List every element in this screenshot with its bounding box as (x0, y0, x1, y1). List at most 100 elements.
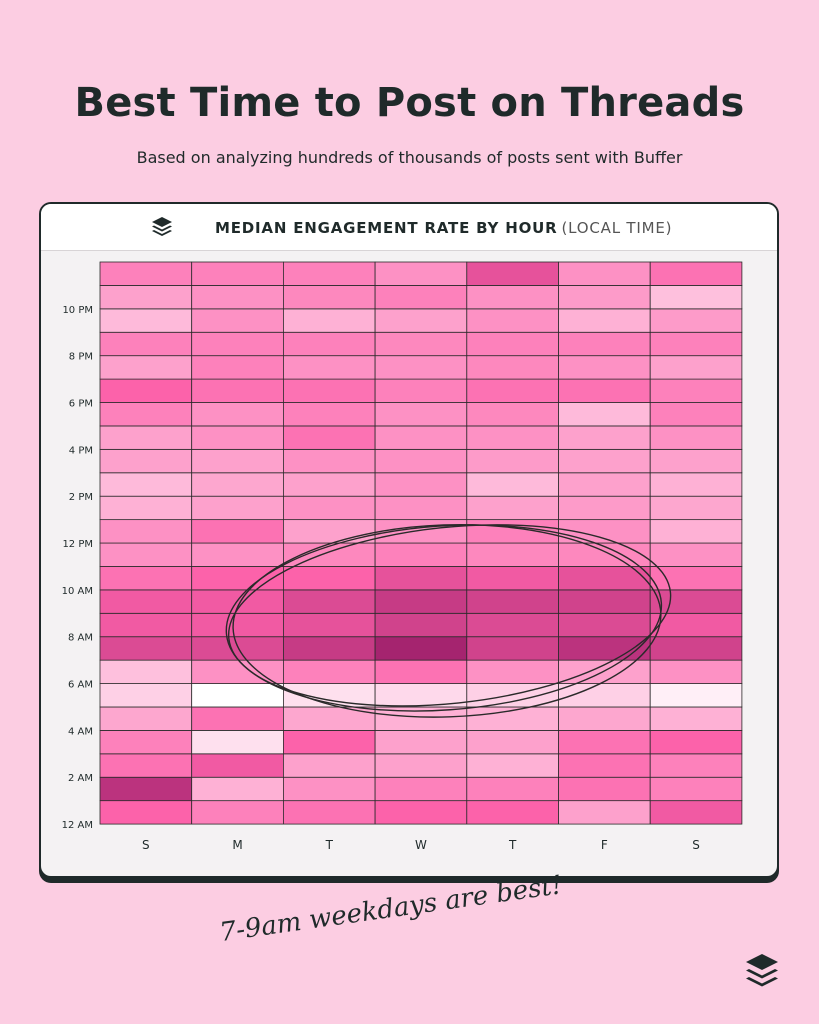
heatmap-cell (374, 402, 468, 427)
heatmap-cell (191, 355, 284, 380)
heatmap-cell (282, 612, 376, 638)
heatmap-cell (282, 472, 376, 497)
heatmap-cell (649, 589, 743, 614)
heatmap-cell (649, 448, 743, 474)
heatmap-cell (99, 683, 193, 708)
heatmap-cell (191, 636, 284, 661)
heatmap-cell (466, 425, 559, 450)
y-tick-label: 8 AM (68, 633, 93, 644)
heatmap-cell (558, 285, 651, 310)
heatmap-cell (466, 285, 559, 310)
heatmap-cell (191, 495, 284, 521)
heatmap-cell (282, 706, 376, 731)
heatmap-cell (649, 683, 743, 708)
heatmap-cell (558, 612, 651, 638)
heatmap-cell (649, 355, 743, 380)
y-tick-label: 2 PM (69, 492, 93, 503)
heatmap-cell (99, 659, 193, 684)
chart-title-sub: (LOCAL TIME) (561, 219, 673, 237)
heatmap-cell (191, 730, 284, 755)
heatmap-cell (99, 378, 193, 403)
heatmap-cell (99, 776, 193, 802)
x-tick-label: S (692, 838, 700, 852)
heatmap-cell (649, 378, 743, 403)
heatmap-cell (649, 659, 743, 684)
heatmap-cell (282, 402, 376, 427)
heatmap-cell (282, 495, 376, 521)
heatmap-cell (374, 355, 468, 380)
heatmap-cell (374, 566, 468, 591)
heatmap-cell (558, 636, 651, 661)
heatmap-cell (282, 355, 376, 380)
heatmap-cell (374, 285, 468, 310)
heatmap-cell (191, 612, 284, 638)
heatmap-cell (99, 425, 193, 450)
heatmap-cell (649, 308, 743, 333)
heatmap-cell (466, 402, 559, 427)
heatmap-cell (374, 308, 468, 333)
heatmap-cell (99, 519, 193, 544)
heatmap-cell (558, 472, 651, 497)
y-tick-label: 6 AM (68, 680, 93, 691)
x-tick-label: T (508, 838, 517, 852)
heatmap-cell (99, 566, 193, 591)
heatmap-cell (191, 472, 284, 497)
heatmap-cell (649, 519, 743, 544)
heatmap-cell (466, 612, 559, 638)
y-tick-label: 10 AM (62, 586, 93, 597)
heatmap-cell (649, 730, 743, 755)
heatmap-cell (191, 753, 284, 778)
heatmap-cell (374, 495, 468, 521)
heatmap-cell (99, 472, 193, 497)
heatmap-cell (374, 472, 468, 497)
heatmap-cell (466, 261, 559, 286)
heatmap-cell (191, 683, 284, 708)
heatmap-cell (191, 331, 284, 357)
buffer-logo-icon (744, 952, 780, 996)
heatmap-cell (558, 448, 651, 474)
heatmap-cell (99, 753, 193, 778)
heatmap-cell (466, 448, 559, 474)
highlight-circle (225, 524, 663, 712)
heatmap-cell (191, 378, 284, 403)
heatmap-cell (466, 659, 559, 684)
heatmap-cell (191, 566, 284, 591)
heatmap-cell (466, 589, 559, 614)
x-tick-label: F (601, 838, 608, 852)
heatmap-cell (191, 308, 284, 333)
heatmap-cell (466, 800, 559, 825)
heatmap-cell (466, 730, 559, 755)
heatmap-cell (374, 261, 468, 286)
heatmap-cell (649, 566, 743, 591)
chart-title: MEDIAN ENGAGEMENT RATE BY HOUR (LOCAL TIM… (215, 219, 672, 237)
heatmap-cell (191, 261, 284, 286)
heatmap-cell (99, 612, 193, 638)
heatmap-cell (558, 308, 651, 333)
heatmap-cell (374, 542, 468, 567)
x-tick-label: T (325, 838, 334, 852)
heatmap-cell (99, 261, 193, 286)
heatmap-cell (649, 542, 743, 567)
page-subtitle: Based on analyzing hundreds of thousands… (136, 148, 683, 167)
heatmap-cell (374, 589, 468, 614)
x-tick-label: S (142, 838, 150, 852)
heatmap-cell (99, 800, 193, 825)
y-tick-label: 4 PM (69, 445, 93, 456)
heatmap-cell (649, 776, 743, 802)
heatmap-cell (374, 378, 468, 403)
heatmap-cell (99, 542, 193, 567)
heatmap-cell (191, 706, 284, 731)
heatmap-cell (466, 355, 559, 380)
heatmap-cell (99, 331, 193, 357)
heatmap-cell (99, 355, 193, 380)
card-header: MEDIAN ENGAGEMENT RATE BY HOUR (LOCAL TIM… (41, 204, 777, 251)
heatmap-cell (558, 589, 651, 614)
heatmap-cell (558, 378, 651, 403)
heatmap-cell (99, 636, 193, 661)
heatmap-cell (649, 706, 743, 731)
heatmap-cell (282, 448, 376, 474)
heatmap-cell (282, 800, 376, 825)
heatmap-cell (558, 425, 651, 450)
heatmap-chart: 12 AM 2 AM 4 AM 6 AM 8 AM 10 AM 12 PM 2 PM 4 PM 6… (62, 261, 743, 852)
heatmap-cell (99, 706, 193, 731)
